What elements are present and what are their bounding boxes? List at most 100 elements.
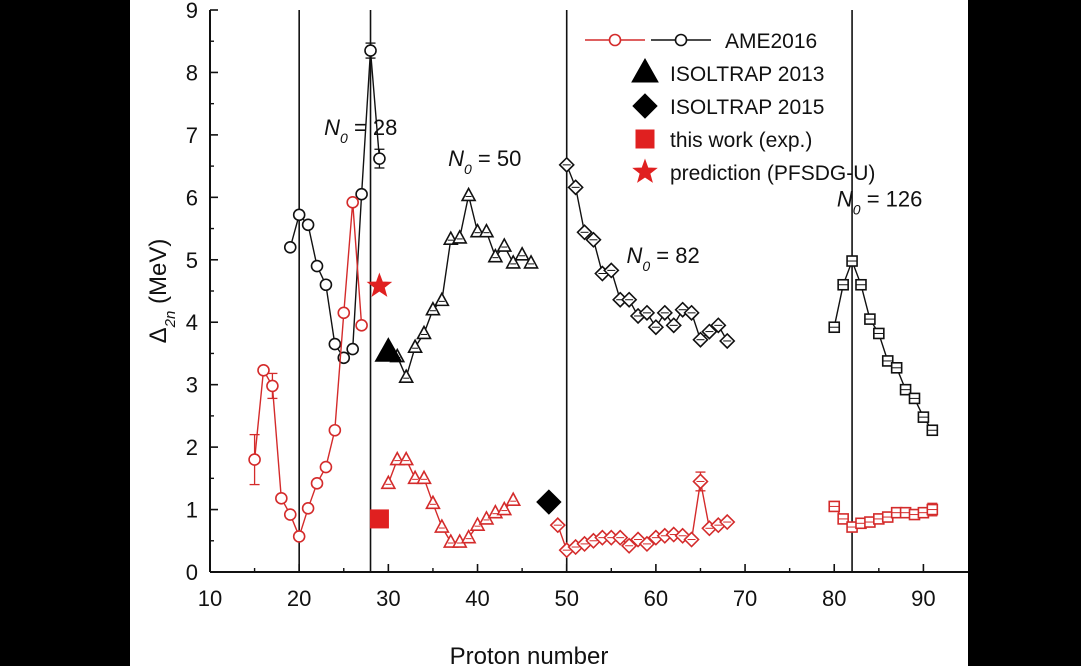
x-tick-label: 80 [822,586,846,611]
legend-marker [632,158,658,183]
series-3-point [505,491,522,506]
series-3-point [380,474,397,490]
series-8-point [374,337,403,362]
series-1-point [266,379,279,393]
series-0-point [355,187,368,201]
series-1-point [292,530,306,543]
annotation-shell-0: N0 = 28 [324,115,397,146]
series-2-point [523,254,539,269]
series-2-point [514,246,530,261]
series-1-point [310,477,324,490]
legend-label: ISOLTRAP 2015 [670,96,824,119]
series-3-point [425,494,441,510]
series-1-point [337,306,351,320]
y-tick-label: 6 [186,185,198,210]
annotation-subscript: 0 [853,202,861,218]
x-tick-label: 10 [198,586,222,611]
annotation-symbol: N [324,115,340,140]
x-tick-label: 50 [554,586,578,611]
series-3-line [387,458,514,543]
y-axis-title-subscript: 2n [162,311,179,329]
x-tick-label: 20 [287,586,311,611]
annotation-subscript: 0 [340,130,348,146]
series-0-line [289,50,381,359]
annotation-value: = 50 [472,146,522,171]
legend-label: this work (exp.) [670,129,812,152]
legend-marker [631,57,659,83]
y-tick-label: 2 [186,435,198,460]
series-3-point [460,528,477,544]
y-tick-label: 4 [186,310,198,335]
y-tick-label: 0 [186,560,198,585]
annotation-value: = 82 [650,243,700,268]
series-0-point [292,208,306,222]
series-3-point [496,500,513,516]
series-9-point [536,489,562,515]
series-10-point [369,509,389,529]
series-1-point [283,508,297,521]
annotation-symbol: N [448,146,464,171]
series-0-point [373,152,386,165]
legend-marker-red [608,33,622,47]
series-0-point [310,259,324,273]
x-tick-label: 30 [376,586,400,611]
series-1-point [355,319,368,332]
series-2-point [451,229,468,244]
series-2-point [505,254,522,269]
series-0-point [364,44,377,57]
y-axis-title-unit: (MeV) [145,239,172,311]
series-2-point [434,291,450,307]
annotation-symbol: N [626,243,642,268]
annotation-value: = 28 [348,115,398,140]
annotation-subscript: 0 [464,161,472,177]
series-2-point [478,222,495,238]
series-2-point [487,247,504,263]
y-tick-label: 8 [186,60,198,85]
series-1-point [328,423,342,437]
series-1-point [319,460,333,474]
legend-label: AME2016 [725,30,817,53]
y-axis-title: Δ2n (MeV) [145,239,179,344]
series-11-point [366,272,393,297]
annotation-value: = 126 [861,187,923,212]
chart: 10 20 30 40 50 60 70 80 90 0 1 2 3 4 5 6 7 8 9 Proton numbe… [145,0,968,666]
y-tick-label: 5 [186,248,198,273]
x-tick-label: 90 [911,586,935,611]
series-3-point [434,518,450,533]
series-1-point [275,492,288,505]
series-0-point [301,218,315,232]
series-3-point [416,469,432,485]
series-0-point [346,342,359,356]
series-3-point [398,450,415,466]
annotation-shell-3: N0 = 126 [837,187,922,218]
series-2-point [425,301,441,316]
y-axis-title-symbol: Δ [145,327,172,343]
x-axis-title: Proton number [450,643,609,666]
y-tick-label: 1 [186,498,198,523]
series-1-point [346,196,359,209]
y-tick-label: 3 [186,373,198,398]
legend-marker [632,93,658,119]
annotation-symbol: N [837,187,853,212]
legend-label: prediction (PFSDG-U) [670,162,875,185]
series-1-point [257,364,270,377]
series-1-point [248,453,261,466]
series-2-point [398,368,415,383]
legend-label: ISOLTRAP 2013 [670,63,824,86]
legend-marker-black [674,33,688,47]
series-0-point [328,337,342,351]
x-tick-label: 60 [644,586,668,611]
annotation-shell-2: N0 = 82 [626,243,699,274]
y-tick-label: 7 [186,123,198,148]
legend-marker [635,129,655,149]
series-2-point [496,237,513,252]
plot-panel: 10 20 30 40 50 60 70 80 90 0 1 2 3 4 5 6 7 8 9 Proton numbe… [130,0,968,666]
series-2-point [416,324,432,340]
x-tick-label: 70 [733,586,757,611]
x-tick-label: 40 [465,586,489,611]
y-tick-label: 9 [186,0,198,23]
series-1-point [301,502,315,515]
annotation-subscript: 0 [642,258,650,274]
series-2-point [407,338,423,353]
annotation-shell-1: N0 = 50 [448,146,521,177]
